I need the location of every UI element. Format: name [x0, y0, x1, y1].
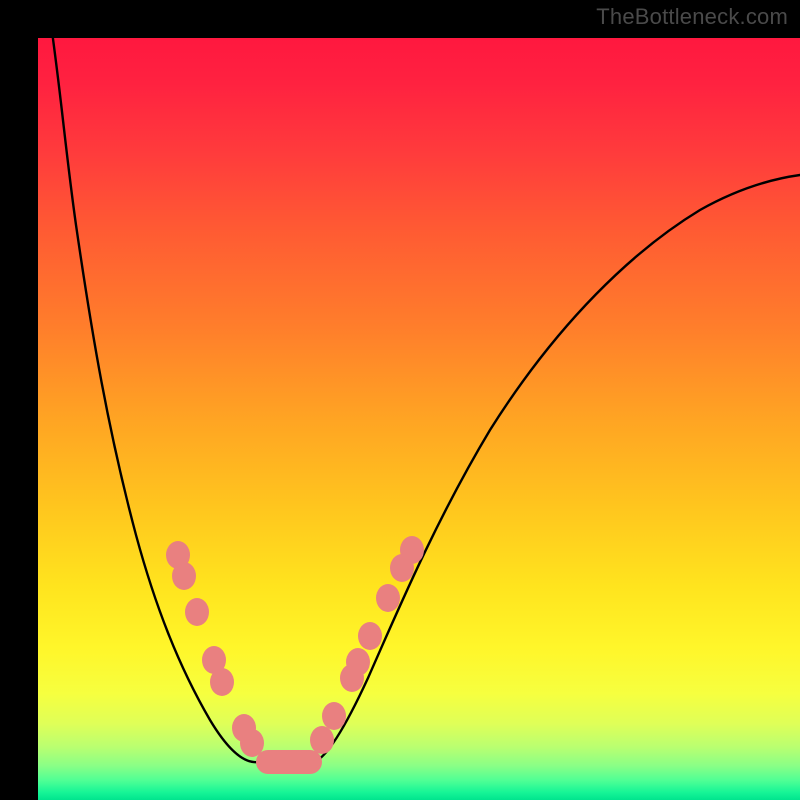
data-marker [310, 726, 334, 754]
data-marker [376, 584, 400, 612]
curve-right [314, 175, 800, 762]
curve-left [46, 38, 258, 762]
watermark-text: TheBottleneck.com [596, 4, 788, 30]
data-marker [400, 536, 424, 564]
data-marker [210, 668, 234, 696]
data-marker [358, 622, 382, 650]
bottleneck-curve [46, 38, 800, 762]
data-marker [322, 702, 346, 730]
curve-layer [38, 38, 800, 800]
data-marker [185, 598, 209, 626]
data-marker-bar [256, 750, 322, 774]
data-marker [172, 562, 196, 590]
marker-group [166, 536, 424, 774]
plot-area [38, 38, 800, 800]
data-marker [346, 648, 370, 676]
